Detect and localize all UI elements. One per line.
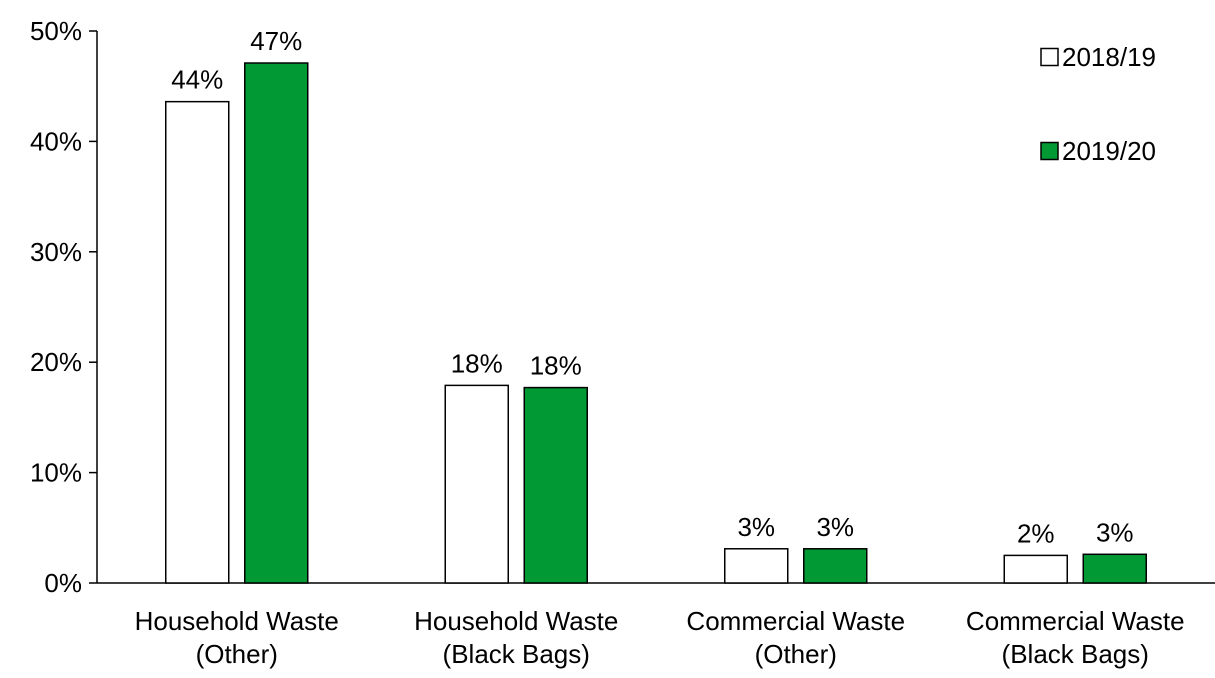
y-tick-label: 20%: [30, 347, 82, 377]
bar-2018-19: [444, 384, 509, 584]
bar-value-label: 3%: [1096, 517, 1134, 547]
bar-value-label: 44%: [171, 65, 223, 95]
data-labels: 44% 47% 18% 18% 3% 3% 2% 3%: [171, 26, 1133, 548]
x-category-label: Commercial Waste: [966, 606, 1185, 636]
y-tick-label: 30%: [30, 237, 82, 267]
legend-label: 2019/20: [1062, 136, 1156, 166]
x-category-label: Commercial Waste: [686, 606, 905, 636]
legend-label: 2018/19: [1062, 42, 1156, 72]
bar-value-label: 3%: [737, 512, 775, 542]
bar-2018-19: [724, 548, 789, 584]
x-category-label: (Black Bags): [1002, 639, 1149, 669]
bars: [165, 62, 1147, 584]
bar-2018-19: [1003, 554, 1068, 584]
x-category-label: (Black Bags): [443, 639, 590, 669]
bar-value-label: 18%: [451, 348, 503, 378]
bar-value-label: 18%: [530, 351, 582, 381]
bar-2019-20: [244, 62, 309, 584]
bar-value-label: 47%: [250, 26, 302, 56]
y-tick-label: 40%: [30, 126, 82, 156]
x-category-label: Household Waste: [135, 606, 339, 636]
x-category-label: (Other): [196, 639, 278, 669]
y-tick-label: 50%: [30, 16, 82, 46]
legend: 2018/19 2019/20: [1040, 42, 1156, 166]
y-tick-label: 0%: [44, 568, 82, 598]
axes: 0%10%20%30%40%50%Household Waste(Other)H…: [30, 16, 1215, 669]
bar-2019-20: [1082, 553, 1147, 584]
bar-2019-20: [803, 548, 868, 584]
bar-value-label: 3%: [816, 512, 854, 542]
bar-value-label: 2%: [1017, 518, 1055, 548]
x-category-label: (Other): [755, 639, 837, 669]
legend-swatch: [1040, 47, 1059, 67]
bar-2018-19: [165, 100, 230, 584]
x-category-label: Household Waste: [414, 606, 618, 636]
legend-swatch: [1040, 141, 1059, 161]
bar-2019-20: [523, 386, 588, 584]
y-tick-label: 10%: [30, 458, 82, 488]
